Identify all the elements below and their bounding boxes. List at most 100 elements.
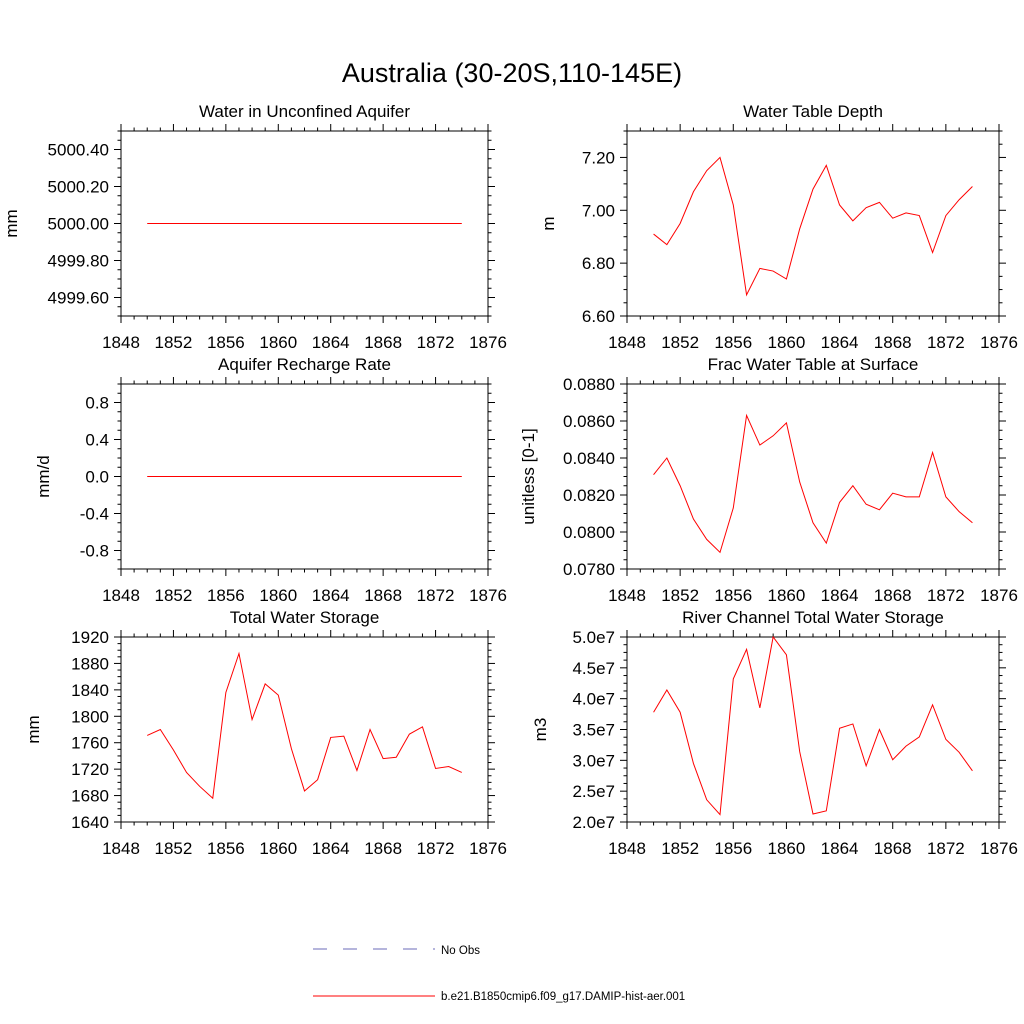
- x-tick-label: 1864: [312, 333, 350, 352]
- x-tick-label: 1860: [259, 586, 297, 605]
- panel-4: Frac Water Table at Surface 1848 1852 1856 1…: [519, 355, 1018, 605]
- x-tick-label: 1856: [207, 333, 245, 352]
- panel-title: Water Table Depth: [743, 102, 883, 121]
- x-tick-label: 1864: [312, 586, 350, 605]
- y-tick-label: 0.0820: [563, 486, 615, 505]
- y-tick-label: 4.0e7: [572, 690, 615, 709]
- x-tick-label: 1864: [821, 333, 859, 352]
- x-tick-label: 1872: [927, 839, 965, 858]
- y-tick-label: 6.60: [582, 307, 615, 326]
- y-tick-label: 5.0e7: [572, 628, 615, 647]
- y-tick-label: 0.0840: [563, 449, 615, 468]
- x-tick-label: 1848: [102, 333, 140, 352]
- x-tick-label: 1868: [874, 586, 912, 605]
- x-tick-label: 1860: [768, 839, 806, 858]
- legend-model-label: b.e21.B1850cmip6.f09_g17.DAMIP-hist-aer.…: [441, 991, 685, 1003]
- panel-title: Frac Water Table at Surface: [708, 355, 919, 374]
- x-tick-label: 1864: [821, 839, 859, 858]
- x-tick-label: 1852: [155, 839, 193, 858]
- y-tick-label: -0.4: [80, 505, 109, 524]
- series-line: [653, 635, 973, 816]
- x-tick-label: 1872: [927, 333, 965, 352]
- y-tick-label: 2.0e7: [572, 813, 615, 832]
- y-tick-label: 0.0860: [563, 412, 615, 431]
- x-tick-label: 1868: [364, 839, 402, 858]
- plot-frame: [120, 636, 489, 823]
- y-tick-label: 0.8: [85, 394, 109, 413]
- x-tick-label: 1872: [927, 586, 965, 605]
- y-tick-label: 6.80: [582, 254, 615, 273]
- panel-title: River Channel Total Water Storage: [682, 608, 944, 627]
- x-tick-label: 1852: [155, 586, 193, 605]
- y-tick-label: 4.5e7: [572, 659, 615, 678]
- y-axis-label: mm/d: [34, 455, 53, 498]
- x-tick-label: 1852: [661, 586, 699, 605]
- x-tick-label: 1848: [102, 839, 140, 858]
- series-line: [653, 413, 973, 554]
- x-tick-label: 1872: [417, 333, 455, 352]
- x-tick-label: 1868: [364, 333, 402, 352]
- x-tick-label: 1868: [364, 586, 402, 605]
- x-tick-label: 1868: [874, 839, 912, 858]
- y-tick-label: 5000.00: [48, 215, 109, 234]
- series-line: [653, 156, 973, 297]
- y-axis-label: mm: [24, 715, 43, 743]
- x-tick-label: 1860: [259, 333, 297, 352]
- plot-frame: [626, 383, 1000, 570]
- x-tick-label: 1876: [980, 839, 1018, 858]
- panel-1: Water in Unconfined Aquifer 1848 1852 1856 1…: [2, 102, 507, 352]
- panel-5: Total Water Storage 1848 1852 1856 1860 1864 1…: [24, 608, 507, 858]
- y-tick-label: 4999.80: [48, 252, 109, 271]
- panel-title: Aquifer Recharge Rate: [218, 355, 391, 374]
- x-tick-label: 1872: [417, 839, 455, 858]
- y-tick-label: 0.4: [85, 431, 109, 450]
- y-tick-label: 0.0: [85, 468, 109, 487]
- y-tick-label: 1720: [71, 760, 109, 779]
- y-tick-label: 3.5e7: [572, 721, 615, 740]
- y-tick-label: 1840: [71, 681, 109, 700]
- y-tick-label: 2.5e7: [572, 782, 615, 801]
- y-tick-label: 1920: [71, 628, 109, 647]
- x-tick-label: 1872: [417, 586, 455, 605]
- x-tick-label: 1860: [768, 586, 806, 605]
- y-tick-label: -0.8: [80, 542, 109, 561]
- y-axis-label: m3: [531, 718, 550, 742]
- panel-title: Water in Unconfined Aquifer: [199, 102, 410, 121]
- x-tick-label: 1852: [661, 839, 699, 858]
- y-tick-label: 1760: [71, 734, 109, 753]
- x-tick-label: 1876: [980, 586, 1018, 605]
- x-tick-label: 1852: [155, 333, 193, 352]
- x-tick-label: 1848: [608, 839, 646, 858]
- y-tick-label: 7.00: [582, 201, 615, 220]
- x-tick-label: 1856: [714, 586, 752, 605]
- y-tick-label: 1680: [71, 787, 109, 806]
- y-tick-label: 0.0880: [563, 375, 615, 394]
- x-tick-label: 1864: [312, 839, 350, 858]
- x-tick-label: 1848: [102, 586, 140, 605]
- panel-2: Water Table Depth 1848 1852 1856 1860 1864 186…: [539, 102, 1018, 352]
- x-tick-label: 1868: [874, 333, 912, 352]
- x-tick-label: 1876: [469, 333, 507, 352]
- x-tick-label: 1856: [207, 839, 245, 858]
- x-tick-label: 1856: [714, 839, 752, 858]
- x-tick-label: 1856: [714, 333, 752, 352]
- panel-title: Total Water Storage: [230, 608, 380, 627]
- y-axis-label: m: [539, 216, 558, 230]
- y-tick-label: 7.20: [582, 148, 615, 167]
- panel-3: Aquifer Recharge Rate 1848 1852 1856 1860 186…: [34, 355, 507, 605]
- page-title: Australia (30-20S,110-145E): [342, 58, 682, 88]
- y-tick-label: 1800: [71, 707, 109, 726]
- x-tick-label: 1856: [207, 586, 245, 605]
- y-axis-label: mm: [2, 209, 21, 237]
- y-tick-label: 5000.40: [48, 141, 109, 160]
- x-tick-label: 1860: [259, 839, 297, 858]
- y-tick-label: 3.0e7: [572, 751, 615, 770]
- y-tick-label: 1640: [71, 813, 109, 832]
- x-tick-label: 1876: [469, 586, 507, 605]
- x-tick-label: 1876: [980, 333, 1018, 352]
- x-tick-label: 1852: [661, 333, 699, 352]
- panels: Water in Unconfined Aquifer 1848 1852 1856 1…: [2, 102, 1018, 858]
- y-tick-label: 1880: [71, 654, 109, 673]
- y-tick-label: 4999.60: [48, 289, 109, 308]
- series-line: [147, 651, 462, 800]
